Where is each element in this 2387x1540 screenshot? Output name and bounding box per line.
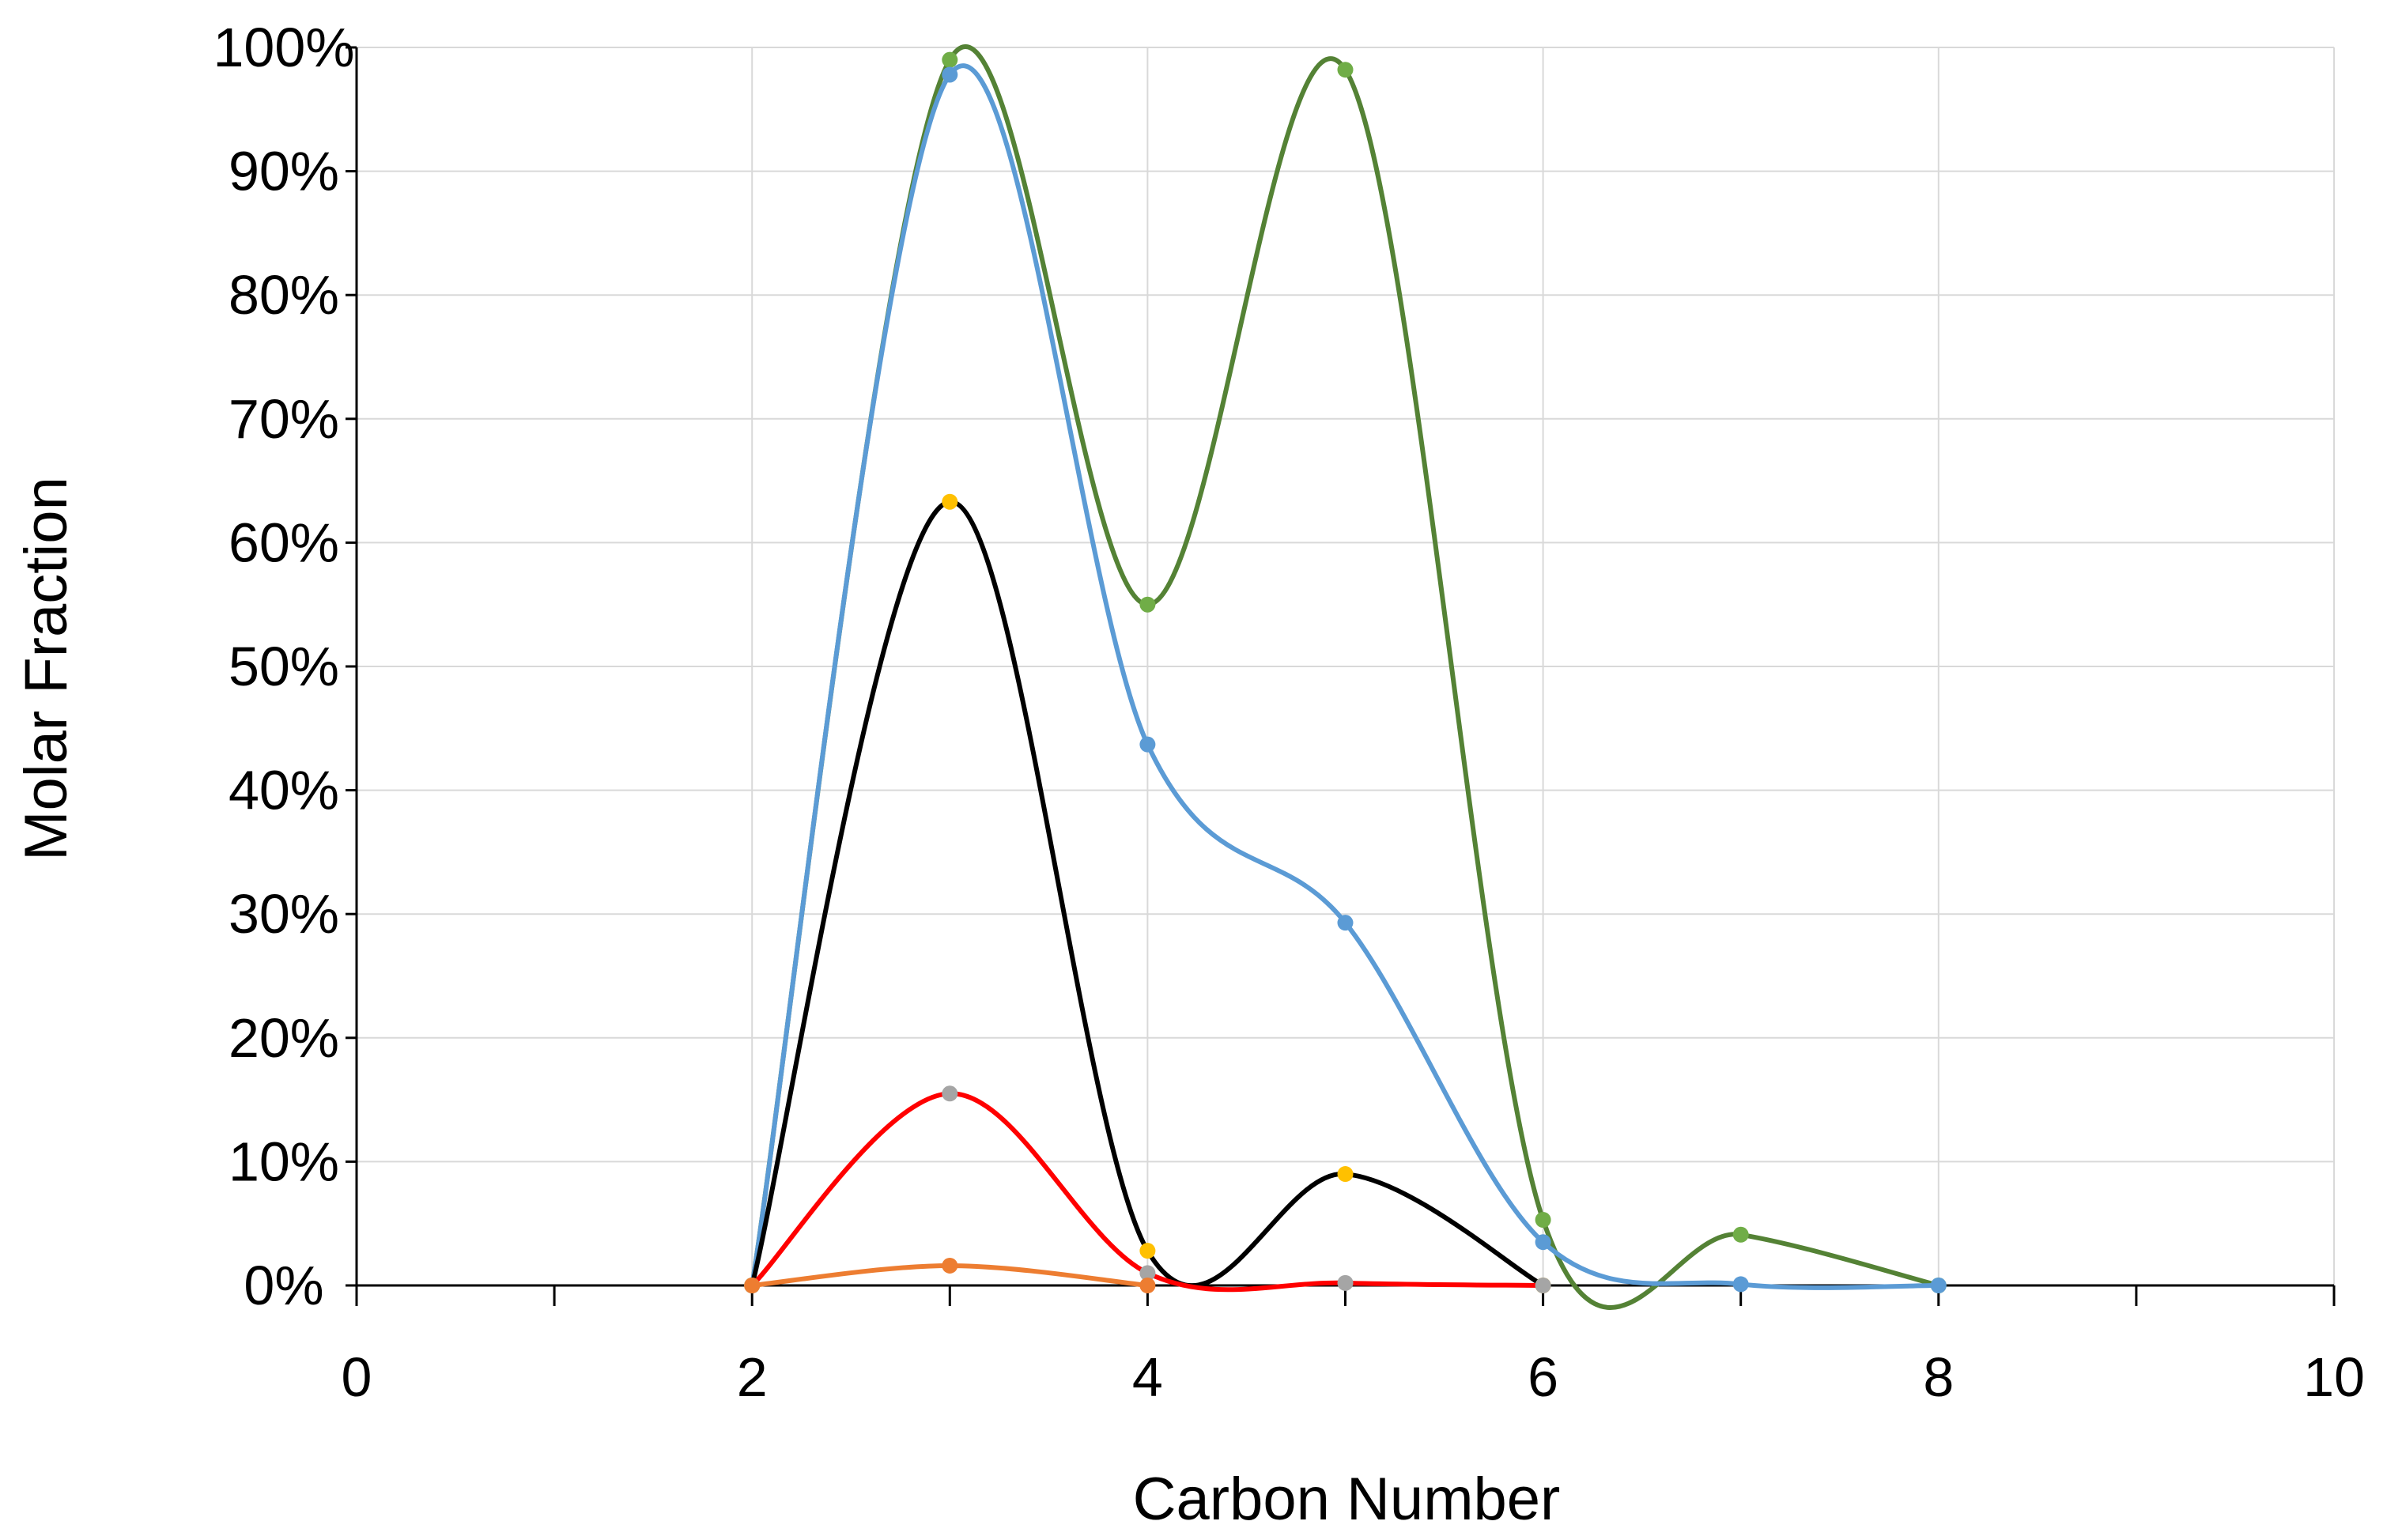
series-2 xyxy=(744,63,1947,1293)
series-2-line xyxy=(750,63,1941,1290)
series-1-point xyxy=(942,51,958,68)
series-2-point xyxy=(1535,1234,1551,1251)
series-1-point xyxy=(1337,62,1354,78)
series-1-point xyxy=(1732,1226,1749,1243)
series-5-point xyxy=(1139,1278,1156,1293)
x-axis-title: Carbon Number xyxy=(1133,1466,1561,1533)
y-tick-label: 50% xyxy=(229,636,339,697)
y-tick-label: 10% xyxy=(229,1130,339,1192)
series-3-point xyxy=(1139,1243,1156,1259)
series-2-point xyxy=(1139,736,1156,753)
series-5-point xyxy=(942,1257,958,1274)
series-5 xyxy=(744,1257,1156,1293)
grid xyxy=(357,47,2335,1285)
series-4-point xyxy=(1337,1274,1354,1291)
x-tick-label: 2 xyxy=(737,1346,768,1408)
series-1-point xyxy=(1139,596,1156,613)
series-1-line xyxy=(750,44,1941,1310)
series-3-point xyxy=(1337,1166,1354,1183)
series-1-point xyxy=(1535,1212,1551,1229)
y-tick-label: 20% xyxy=(229,1007,339,1069)
y-tick-label: 0% xyxy=(244,1255,323,1316)
axes xyxy=(346,46,2336,1306)
x-tick-label: 6 xyxy=(1528,1346,1558,1408)
x-tick-label: 8 xyxy=(1923,1346,1954,1408)
y-tick-label: 100% xyxy=(213,17,354,78)
series-2-point xyxy=(942,66,958,83)
x-tick-label: 0 xyxy=(342,1346,372,1408)
y-tick-label: 30% xyxy=(229,883,339,945)
x-tick-label: 10 xyxy=(2303,1346,2365,1408)
series-4-line xyxy=(750,1091,1546,1293)
y-tick-label: 80% xyxy=(229,264,339,326)
series-2-point xyxy=(1337,915,1354,931)
series-5-point xyxy=(744,1278,761,1293)
y-axis-title: Molar Fraction xyxy=(13,477,80,861)
y-tick-label: 90% xyxy=(229,141,339,202)
series-2-point xyxy=(1930,1278,1947,1293)
series-3-point xyxy=(942,493,958,510)
series-1 xyxy=(744,44,1947,1310)
y-tick-label: 60% xyxy=(229,511,339,573)
y-tick-label: 40% xyxy=(229,760,339,821)
series-layer xyxy=(744,44,1947,1310)
series-4-point xyxy=(1139,1265,1156,1281)
series-4 xyxy=(744,1085,1551,1293)
series-2-point xyxy=(1732,1276,1749,1293)
tick-labels: 0% 10% 20% 30% 40% 50% 60% 70% 80% 90% 100% 0 2 4 6 8 10 xyxy=(213,17,2364,1408)
series-4-point xyxy=(942,1085,958,1102)
series-4-point xyxy=(1535,1278,1551,1293)
y-tick-label: 70% xyxy=(229,388,339,450)
x-tick-label: 4 xyxy=(1132,1346,1163,1408)
